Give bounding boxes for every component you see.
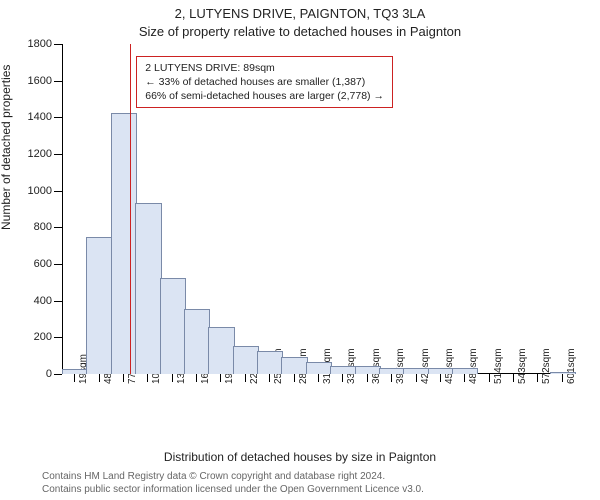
y-tick-label: 1600	[28, 75, 62, 87]
x-tick	[172, 374, 173, 382]
x-tick	[342, 374, 343, 382]
histogram-bar	[257, 351, 283, 374]
histogram-bar	[403, 368, 429, 375]
y-axis-label: Number of detached properties	[0, 65, 13, 230]
x-axis-label: Distribution of detached houses by size …	[0, 450, 600, 464]
x-tick	[99, 374, 100, 382]
x-tick	[318, 374, 319, 382]
histogram-bar	[428, 368, 454, 374]
x-tick	[416, 374, 417, 382]
y-tick-label: 1200	[28, 148, 62, 160]
x-tick	[123, 374, 124, 382]
histogram-bar	[281, 357, 307, 375]
x-tick	[464, 374, 465, 382]
x-tick-label: 514sqm	[493, 348, 504, 384]
histogram-bar	[355, 366, 381, 374]
x-tick-label: 572sqm	[541, 348, 552, 384]
histogram-bar	[160, 278, 186, 374]
y-tick-label: 1400	[28, 111, 62, 123]
x-tick	[220, 374, 221, 382]
y-tick-label: 1800	[28, 38, 62, 50]
x-tick	[294, 374, 295, 382]
x-tick	[489, 374, 490, 382]
histogram-bar	[184, 309, 210, 374]
x-tick	[367, 374, 368, 382]
x-tick-label: 543sqm	[517, 348, 528, 384]
attribution-line1: Contains HM Land Registry data © Crown c…	[42, 471, 594, 484]
x-tick	[196, 374, 197, 382]
x-tick-label: 397sqm	[395, 348, 406, 384]
plot-area: 02004006008001000120014001600180019sqm48…	[62, 44, 574, 374]
x-tick	[440, 374, 441, 382]
title-main: 2, LUTYENS DRIVE, PAIGNTON, TQ3 3LA	[0, 6, 600, 21]
histogram-bar	[306, 362, 332, 374]
y-tick-label: 600	[34, 258, 62, 270]
histogram-bar	[550, 372, 576, 374]
y-tick-label: 1000	[28, 185, 62, 197]
histogram-bar	[62, 369, 88, 374]
histogram-bar	[379, 368, 405, 375]
x-tick	[562, 374, 563, 382]
y-tick-label: 0	[46, 368, 62, 380]
x-tick	[269, 374, 270, 382]
histogram-bar	[452, 368, 478, 375]
x-tick	[537, 374, 538, 382]
y-tick-label: 400	[34, 295, 62, 307]
x-tick	[391, 374, 392, 382]
x-tick-label: 601sqm	[566, 348, 577, 384]
x-tick	[245, 374, 246, 382]
histogram-bar	[86, 237, 112, 374]
reference-line	[130, 44, 131, 374]
x-tick-label: 455sqm	[444, 348, 455, 384]
histogram-bar	[208, 327, 234, 374]
title-sub: Size of property relative to detached ho…	[0, 24, 600, 39]
annotation-line: ← 33% of detached houses are smaller (1,…	[145, 75, 384, 89]
y-tick-label: 200	[34, 331, 62, 343]
histogram-bar	[111, 113, 137, 374]
x-tick-label: 485sqm	[468, 348, 479, 384]
annotation-box: 2 LUTYENS DRIVE: 89sqm← 33% of detached …	[136, 56, 393, 109]
histogram-bar	[233, 346, 259, 375]
x-tick	[74, 374, 75, 382]
x-tick	[513, 374, 514, 382]
histogram-bar	[135, 203, 161, 375]
attribution: Contains HM Land Registry data © Crown c…	[42, 471, 594, 496]
annotation-line: 2 LUTYENS DRIVE: 89sqm	[145, 61, 384, 75]
x-tick	[147, 374, 148, 382]
annotation-line: 66% of semi-detached houses are larger (…	[145, 89, 384, 103]
histogram-bar	[330, 366, 356, 374]
attribution-line2: Contains public sector information licen…	[42, 484, 594, 497]
y-tick-label: 800	[34, 221, 62, 233]
chart-container: 2, LUTYENS DRIVE, PAIGNTON, TQ3 3LA Size…	[0, 0, 600, 500]
x-tick-label: 426sqm	[420, 348, 431, 384]
